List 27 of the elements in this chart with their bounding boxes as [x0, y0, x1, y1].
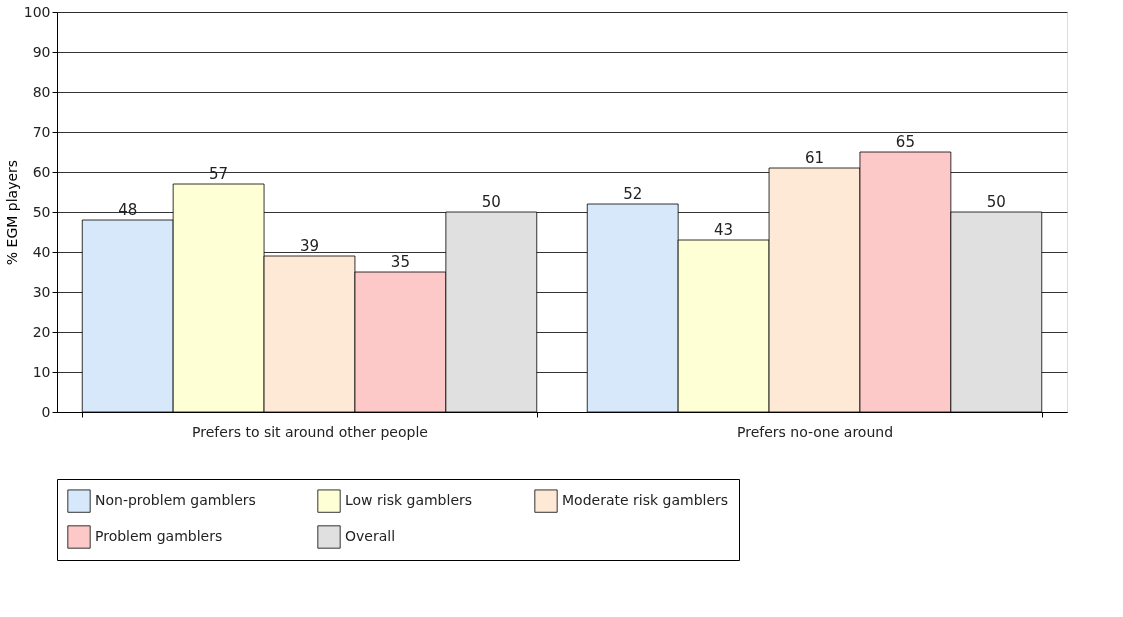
y-tick-label: 0 — [41, 403, 51, 420]
y-tick-label: 20 — [32, 323, 51, 340]
y-tick-label: 30 — [32, 283, 51, 300]
data-label: 50 — [481, 193, 501, 211]
y-tick-label: 60 — [32, 163, 51, 180]
y-axis-title: % EGM players — [3, 159, 20, 266]
legend-label: Overall — [345, 528, 396, 544]
data-label: 43 — [714, 221, 734, 239]
data-label: 50 — [986, 193, 1006, 211]
legend-label: Moderate risk gamblers — [562, 492, 729, 509]
x-tick-label: Prefers no-one around — [736, 423, 894, 440]
data-label: 65 — [895, 133, 915, 151]
data-label: 39 — [299, 237, 320, 255]
y-tick-label: 90 — [32, 43, 51, 60]
data-label: 35 — [390, 253, 410, 271]
data-label: 61 — [804, 149, 825, 167]
y-tick-label: 80 — [32, 83, 51, 100]
y-tick-label: 70 — [32, 123, 51, 140]
y-tick-label: 100 — [23, 3, 51, 20]
x-tick-label: Prefers to sit around other people — [192, 423, 428, 440]
y-tick-label: 40 — [32, 243, 51, 260]
y-tick-label: 10 — [32, 363, 51, 380]
y-tick-label: 50 — [32, 203, 51, 220]
data-label: 52 — [623, 185, 643, 203]
legend-label: Low risk gamblers — [345, 492, 473, 509]
legend-label: Problem gamblers — [95, 528, 223, 544]
legend-label: Non-problem gamblers — [95, 492, 256, 509]
